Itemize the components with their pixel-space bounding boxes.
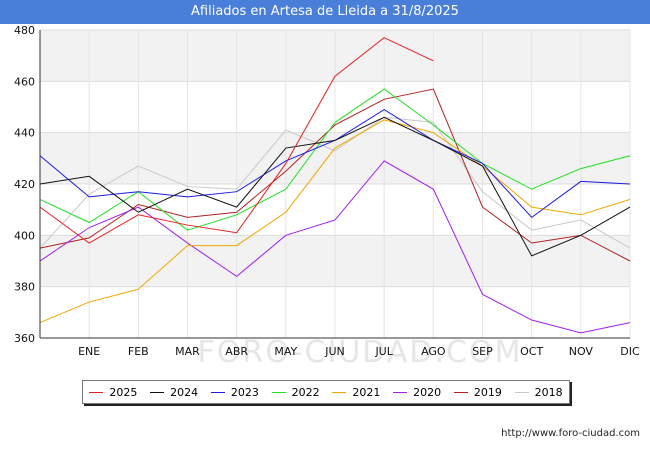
series-line-2024 bbox=[39, 116, 631, 257]
y-tick-label: 400 bbox=[14, 229, 35, 242]
legend-item-2019: 2019 bbox=[453, 385, 502, 399]
y-tick-label: 360 bbox=[14, 332, 35, 345]
axes bbox=[39, 30, 630, 339]
legend-label: 2022 bbox=[291, 385, 320, 399]
legend-swatch bbox=[150, 391, 165, 393]
legend-swatch bbox=[332, 391, 347, 393]
source-url: http://www.foro-ciudad.com bbox=[501, 428, 640, 439]
y-tick-labels: 360 380 400 420 440 460 480 bbox=[14, 24, 35, 345]
legend-label: 2018 bbox=[534, 385, 563, 399]
x-tick-label: DIC bbox=[620, 345, 640, 358]
legend-label: 2021 bbox=[352, 385, 381, 399]
watermark: FORO-CIUDAD.COM bbox=[198, 335, 523, 370]
legend-swatch bbox=[514, 391, 529, 393]
legend-swatch bbox=[89, 391, 104, 393]
legend-item-2018: 2018 bbox=[514, 385, 563, 399]
legend-item-2021: 2021 bbox=[332, 386, 380, 399]
y-tick-label: 420 bbox=[14, 178, 35, 191]
x-tick-label: MAR bbox=[175, 345, 200, 358]
x-tick-label: ENE bbox=[78, 345, 100, 358]
grid-lines bbox=[39, 29, 631, 339]
x-tick-label: ABR bbox=[225, 345, 248, 358]
legend-swatch bbox=[453, 391, 468, 393]
legend-label: 2025 bbox=[109, 385, 138, 399]
x-tick-label: OCT bbox=[520, 345, 543, 358]
x-tick-label: SEP bbox=[472, 345, 493, 358]
legend: 2025 2024 2023 2022 2021 2020 2019 2018 bbox=[82, 380, 570, 404]
series-layer bbox=[39, 37, 631, 334]
series-line-2020 bbox=[39, 160, 631, 334]
series-line-2025 bbox=[39, 37, 434, 244]
series-line-2021 bbox=[39, 119, 631, 324]
legend-swatch bbox=[393, 391, 408, 393]
x-tick-label: FEB bbox=[128, 345, 149, 358]
series-line-2018 bbox=[39, 116, 631, 249]
legend-item-2020: 2020 bbox=[393, 386, 441, 399]
legend-swatch bbox=[271, 391, 286, 393]
y-tick-label: 480 bbox=[14, 24, 35, 37]
legend-item-2024: 2024 bbox=[150, 386, 198, 399]
x-tick-label: MAY bbox=[274, 345, 297, 358]
x-tick-label: JUL bbox=[374, 345, 393, 358]
legend-label: 2019 bbox=[473, 385, 502, 399]
chart-title: Afiliados en Artesa de Lleida a 31/8/202… bbox=[0, 0, 650, 24]
series-line-2019 bbox=[39, 88, 631, 262]
x-tick-labels: ENE FEB MAR ABR MAY JUN JUL AGO SEP OCT NOV DIC bbox=[78, 345, 640, 358]
y-tick-label: 440 bbox=[14, 127, 35, 140]
y-tick-label: 380 bbox=[14, 281, 35, 294]
legend-label: 2024 bbox=[170, 385, 199, 399]
x-tick-label: JUN bbox=[324, 345, 345, 358]
legend-item-2025: 2025 bbox=[89, 386, 137, 399]
legend-swatch bbox=[210, 391, 225, 393]
legend-item-2022: 2022 bbox=[271, 385, 320, 399]
legend-label: 2023 bbox=[230, 385, 259, 399]
x-tick-label: AGO bbox=[421, 345, 446, 358]
legend-label: 2020 bbox=[413, 385, 442, 399]
y-tick-label: 460 bbox=[14, 75, 35, 88]
x-tick-label: NOV bbox=[569, 345, 594, 358]
legend-item-2023: 2023 bbox=[210, 385, 259, 399]
